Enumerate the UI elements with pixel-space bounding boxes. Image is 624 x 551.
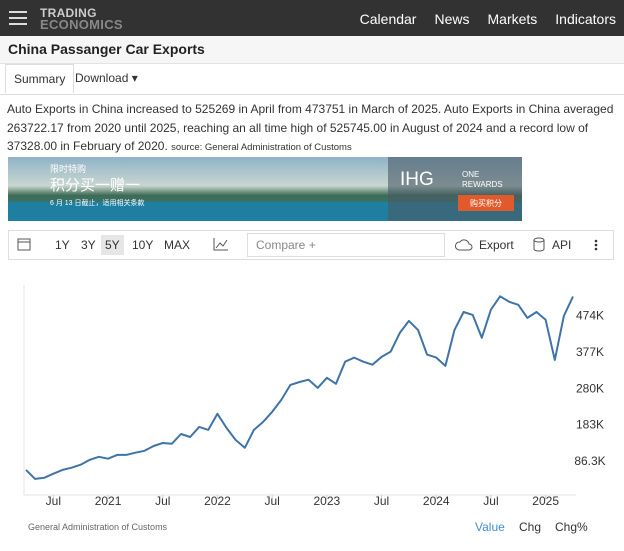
tab[interactable]: Summary xyxy=(5,64,75,93)
x-tick-label: 2021 xyxy=(95,494,122,508)
y-tick-label: 474K xyxy=(576,309,604,323)
x-tick-label: Jul xyxy=(264,494,279,508)
logo-line: ECONOMICS xyxy=(40,17,123,32)
y-tick-label: 377K xyxy=(576,345,604,359)
title-bar: China Passanger Car Exports xyxy=(0,36,624,64)
x-tick-label: 2024 xyxy=(423,494,450,508)
x-tick-label: 2023 xyxy=(313,494,340,508)
nav-link[interactable]: News xyxy=(434,11,470,27)
nav-link[interactable]: Indicators xyxy=(555,11,616,27)
range-button[interactable]: MAX xyxy=(164,238,191,252)
logo[interactable]: TRADING ECONOMICS xyxy=(40,6,123,32)
ad-text: 购买积分 xyxy=(470,198,502,208)
top-bar: TRADING ECONOMICS Calendar News Markets Indi… xyxy=(0,0,624,36)
range-button[interactable]: 10Y xyxy=(132,238,154,252)
range-button[interactable]: 1Y xyxy=(55,238,70,252)
toolbar: 1Y 3Y 5Y 10Y MAX Compare + Export API xyxy=(8,230,614,260)
ad-button[interactable] xyxy=(458,195,514,211)
description: Auto Exports in China increased to 52526… xyxy=(7,100,617,158)
footer-source: General Administration of Customs xyxy=(28,522,168,532)
x-tick-label: Jul xyxy=(46,494,61,508)
page-title: China Passanger Car Exports xyxy=(8,41,205,57)
range-button[interactable]: 5Y xyxy=(101,235,124,255)
ad-text: 限时特购 xyxy=(50,163,86,174)
ad-text: REWARDS xyxy=(462,180,503,189)
x-tick-label: 2022 xyxy=(204,494,231,508)
x-tick-label: Jul xyxy=(155,494,170,508)
tab[interactable]: Download ▾ xyxy=(75,71,138,85)
calendar-icon[interactable] xyxy=(17,237,31,251)
ad-text: IHG xyxy=(400,169,434,190)
nav-link[interactable]: Calendar xyxy=(359,11,417,27)
ad-text: ONE xyxy=(462,170,479,179)
x-tick-label: Jul xyxy=(483,494,498,508)
ad-banner[interactable]: 限时特购 积分买一赠一 6 月 13 日截止，适用相关条款 IHG ONE RE… xyxy=(8,157,522,221)
ad-text: 积分买一赠一 xyxy=(50,177,140,194)
nav: Calendar News Markets Indicators xyxy=(342,11,616,27)
nav-link[interactable]: Markets xyxy=(487,11,538,27)
x-tick-label: Jul xyxy=(374,494,389,508)
api-button[interactable]: API xyxy=(552,238,572,252)
chart: 86.3K 183K 280K 377K 474K Jul 2021 Jul 2022 Jul 20… xyxy=(23,285,606,508)
menu-button[interactable] xyxy=(9,11,27,29)
y-tick-label: 86.3K xyxy=(574,454,605,468)
chart-type-icon[interactable] xyxy=(213,237,229,251)
tab-label: Download xyxy=(75,71,129,85)
logo-line: TRADING xyxy=(40,6,97,20)
view-tab[interactable]: Chg xyxy=(519,520,542,534)
view-tab[interactable]: Chg% xyxy=(555,520,588,534)
api-icon xyxy=(533,237,545,252)
more-button[interactable] xyxy=(594,239,598,253)
divider xyxy=(0,94,624,95)
description-source: source: General Administration of Custom… xyxy=(171,142,352,153)
x-tick-label: 2025 xyxy=(532,494,559,508)
export-icon xyxy=(455,239,473,251)
compare-input[interactable]: Compare + xyxy=(247,233,445,257)
view-tab[interactable]: Value xyxy=(475,520,505,534)
export-button[interactable]: Export xyxy=(479,238,514,252)
description-text: Auto Exports in China increased to 52526… xyxy=(7,102,614,153)
y-tick-label: 280K xyxy=(576,381,604,395)
range-button[interactable]: 3Y xyxy=(81,238,96,252)
y-tick-label: 183K xyxy=(576,418,604,432)
ad-text: 6 月 13 日截止，适用相关条款 xyxy=(50,198,145,207)
data-line xyxy=(25,295,574,480)
